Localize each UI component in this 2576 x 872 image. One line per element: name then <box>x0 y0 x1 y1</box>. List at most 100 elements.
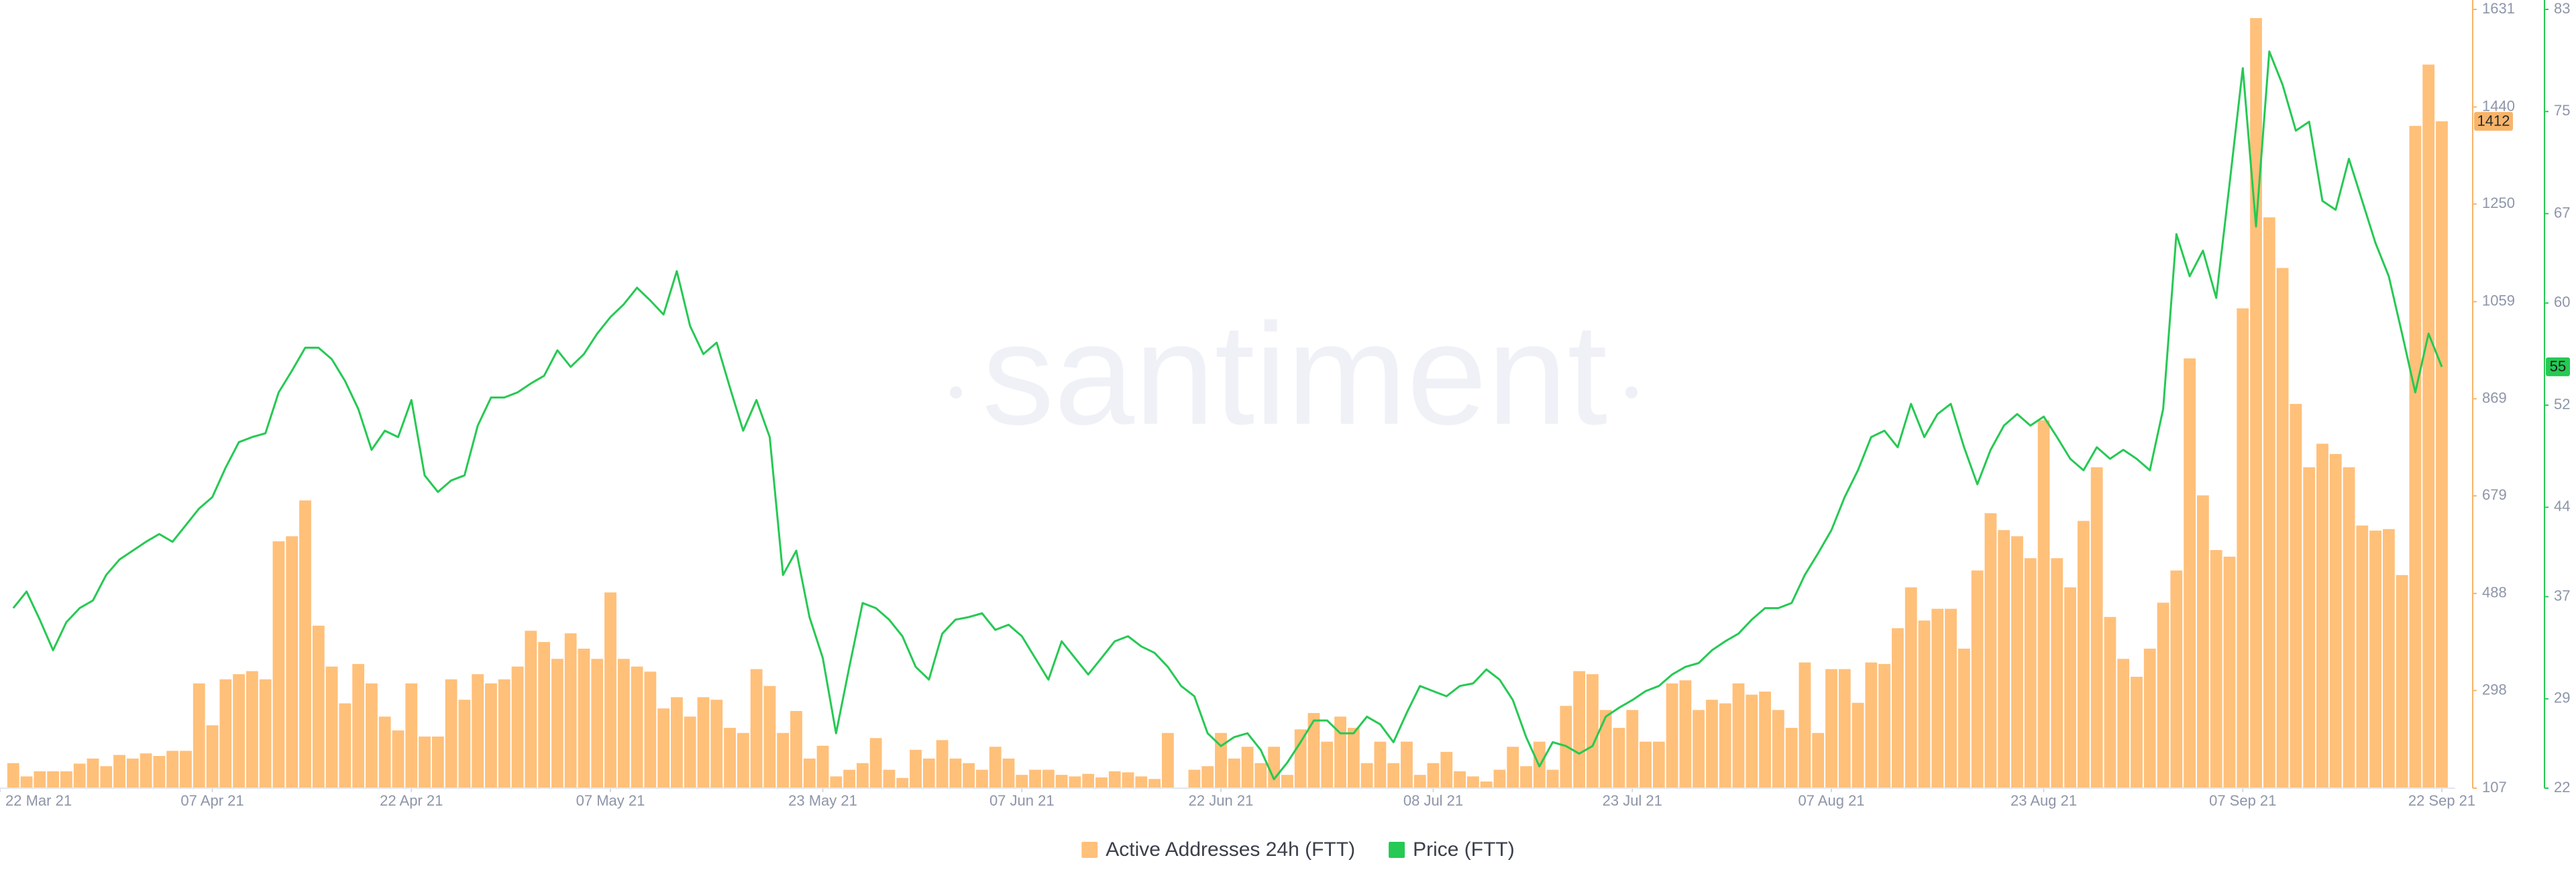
bar <box>1148 779 1161 788</box>
bar <box>1122 772 1134 788</box>
x-tick-label: 22 Sep 21 <box>2408 792 2475 809</box>
bar <box>299 500 311 788</box>
bar <box>1652 741 1665 788</box>
bar <box>458 700 471 788</box>
bar <box>1108 771 1121 788</box>
bar <box>1812 732 1825 788</box>
bar <box>1254 763 1267 788</box>
watermark-text: santiment <box>982 293 1607 455</box>
bar <box>737 732 749 788</box>
y-tick-label: 1631 <box>2482 0 2515 17</box>
current-value-badge <box>2546 357 2570 376</box>
bar <box>816 745 829 788</box>
bar <box>1507 747 1519 788</box>
bar <box>1401 741 1413 788</box>
bar <box>1480 781 1493 788</box>
bar <box>153 756 166 788</box>
bar <box>1640 741 1652 788</box>
bar <box>392 730 405 788</box>
x-tick-label: 23 May 21 <box>788 792 857 809</box>
bar <box>511 666 524 788</box>
bar <box>2250 17 2262 788</box>
x-tick-label: 07 Jun 21 <box>989 792 1055 809</box>
y-tick-label: 1250 <box>2482 195 2515 211</box>
watermark-dot <box>950 386 962 398</box>
watermark-dot <box>1625 386 1638 398</box>
bar <box>325 666 338 788</box>
y2-tick-label: 52 <box>2554 396 2570 413</box>
bar <box>1374 741 1387 788</box>
bar <box>2382 529 2395 788</box>
bars <box>7 17 2448 789</box>
bar <box>312 625 325 788</box>
bar <box>180 751 192 788</box>
x-tick-label: 22 Mar 21 <box>5 792 72 809</box>
bar <box>219 679 232 788</box>
bar <box>472 674 484 788</box>
bar <box>1892 628 1904 788</box>
x-tick-label: 22 Jun 21 <box>1189 792 1254 809</box>
bar <box>2263 217 2275 788</box>
bar <box>34 771 46 788</box>
legend-swatch <box>1081 842 1098 858</box>
bar <box>1838 669 1851 788</box>
bar <box>1055 775 1068 788</box>
bar <box>2210 549 2222 788</box>
bar <box>591 659 604 788</box>
bar <box>1016 775 1028 788</box>
y2-tick-label: 83 <box>2554 0 2570 17</box>
bar <box>1454 771 1466 788</box>
bar <box>100 766 113 788</box>
bar <box>206 725 219 788</box>
bar <box>1984 513 1997 788</box>
bar <box>1520 766 1532 788</box>
bar <box>2369 531 2381 788</box>
bar <box>1307 713 1320 788</box>
bar <box>1095 777 1108 788</box>
bar <box>2011 536 2023 788</box>
y-tick-label: 679 <box>2482 486 2507 503</box>
bar <box>352 663 365 788</box>
bar <box>366 683 378 788</box>
bar <box>2077 521 2090 788</box>
bar <box>1493 769 1506 788</box>
watermark: santiment <box>950 293 1638 455</box>
y-tick-label: 1440 <box>2482 97 2515 114</box>
x-tick-label: 07 Sep 21 <box>2209 792 2276 809</box>
y2-tick-label: 22 <box>2554 779 2570 796</box>
bar <box>2276 268 2289 788</box>
bar <box>671 697 683 788</box>
bar <box>1679 680 1692 788</box>
bar <box>2104 616 2116 788</box>
bar <box>2051 558 2063 788</box>
x-tick-label: 23 Jul 21 <box>1603 792 1662 809</box>
bar <box>1666 683 1678 788</box>
bar <box>2184 358 2196 788</box>
bar <box>1082 773 1095 788</box>
bar <box>1188 769 1201 788</box>
bar <box>750 669 763 788</box>
bar <box>883 769 896 788</box>
bar <box>617 659 630 788</box>
bar <box>1002 758 1015 788</box>
bar <box>578 649 590 788</box>
bar <box>1387 763 1400 788</box>
bar <box>1706 700 1718 788</box>
y-tick-label: 869 <box>2482 389 2507 406</box>
bar <box>140 753 152 788</box>
bar <box>1321 741 1334 788</box>
bar <box>1241 747 1254 788</box>
bar <box>2157 602 2169 788</box>
bar <box>2436 121 2448 788</box>
x-tick-label: 07 Apr 21 <box>180 792 244 809</box>
y-tick-label: 1059 <box>2482 292 2515 309</box>
bar <box>2316 443 2328 788</box>
bar <box>963 763 975 788</box>
bar <box>1865 662 1878 788</box>
y2-tick-label: 67 <box>2554 204 2570 221</box>
bar <box>1281 775 1293 788</box>
bar <box>2197 495 2209 788</box>
bar <box>126 758 139 788</box>
current-value-label: 1412 <box>2477 113 2510 129</box>
